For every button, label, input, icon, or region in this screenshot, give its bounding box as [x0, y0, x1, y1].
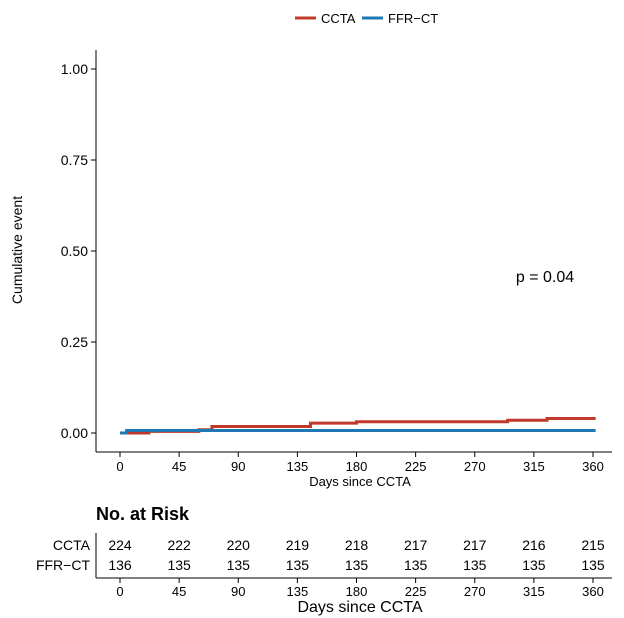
risk-cell: 217	[404, 537, 428, 553]
risk-cell: 135	[581, 557, 605, 573]
y-axis-title: Cumulative event	[9, 196, 25, 304]
risk-x-tick-label: 90	[231, 584, 245, 599]
risk-cell: 218	[345, 537, 369, 553]
risk-row-label-ccta: CCTA	[53, 537, 91, 553]
risk-cell: 135	[522, 557, 546, 573]
risk-cell: 222	[167, 537, 191, 553]
risk-cell: 136	[108, 557, 132, 573]
legend-label-ffrct: FFR−CT	[388, 11, 438, 26]
y-tick-label: 1.00	[61, 61, 88, 77]
risk-x-tick-label: 270	[464, 584, 486, 599]
risk-table: No. at Risk CCTA FFR−CT 224 222 220 219 218 2…	[36, 504, 612, 616]
legend-label-ccta: CCTA	[321, 11, 356, 26]
risk-x-tick-label: 0	[116, 584, 123, 599]
risk-table-x-title: Days since CCTA	[297, 599, 422, 616]
y-tick-label: 0.75	[61, 152, 88, 168]
x-tick-label: 225	[405, 459, 427, 474]
risk-x-tick-label: 225	[405, 584, 427, 599]
legend: CCTA FFR−CT	[295, 11, 438, 26]
risk-x-tick-label: 135	[287, 584, 309, 599]
risk-cell: 217	[463, 537, 487, 553]
risk-cell: 135	[404, 557, 428, 573]
x-tick-label: 180	[346, 459, 368, 474]
x-tick-label: 270	[464, 459, 486, 474]
x-tick-label: 0	[116, 459, 123, 474]
risk-cell: 135	[463, 557, 487, 573]
x-tick-label: 45	[172, 459, 186, 474]
risk-cell: 135	[227, 557, 251, 573]
risk-cell: 135	[286, 557, 310, 573]
y-ticks: 0.00 0.25 0.50 0.75 1.00	[61, 61, 96, 441]
series-line-ffrct	[120, 428, 596, 435]
x-axis-title: Days since CCTA	[309, 474, 411, 489]
series-layer	[120, 416, 596, 435]
risk-x-tick-label: 45	[172, 584, 186, 599]
risk-cell: 135	[345, 557, 369, 573]
risk-x-tick-label: 315	[523, 584, 545, 599]
x-tick-label: 90	[231, 459, 245, 474]
risk-cell: 224	[108, 537, 132, 553]
risk-row-label-ffrct: FFR−CT	[36, 557, 91, 573]
p-value-annotation: p = 0.04	[516, 269, 574, 286]
risk-cell: 135	[167, 557, 191, 573]
x-tick-label: 360	[582, 459, 604, 474]
risk-cell: 215	[581, 537, 605, 553]
plot-area: 0.00 0.25 0.50 0.75 1.00 0 45 90 135 180 225 270 31…	[61, 50, 612, 474]
y-tick-label: 0.50	[61, 243, 88, 259]
y-tick-label: 0.25	[61, 334, 88, 350]
x-ticks: 0 45 90 135 180 225 270 315 360	[116, 452, 604, 474]
x-tick-label: 315	[523, 459, 545, 474]
risk-cells: 224 222 220 219 218 217 217 216 215 136 135 135 135 1…	[108, 537, 605, 573]
x-tick-label: 135	[287, 459, 309, 474]
risk-x-tick-label: 360	[582, 584, 604, 599]
risk-x-tick-label: 180	[346, 584, 368, 599]
risk-table-title: No. at Risk	[96, 504, 190, 524]
y-tick-label: 0.00	[61, 425, 88, 441]
risk-cell: 220	[227, 537, 251, 553]
risk-cell: 216	[522, 537, 546, 553]
risk-cell: 219	[286, 537, 310, 553]
risk-x-ticks: 0 45 90 135 180 225 270 315 360	[116, 578, 604, 599]
